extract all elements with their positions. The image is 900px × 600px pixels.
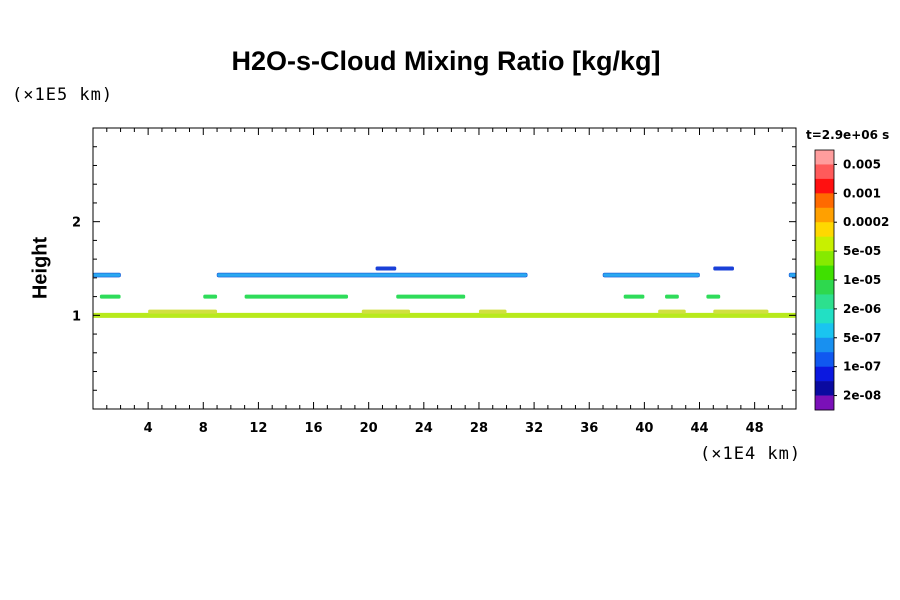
cloud-field xyxy=(92,266,797,318)
y-axis-unit: (×1E5 km) xyxy=(12,85,114,105)
colorbar-swatch xyxy=(815,337,834,353)
colorbar-swatch xyxy=(815,294,834,310)
x-tick-label: 24 xyxy=(415,421,433,436)
x-tick-label: 16 xyxy=(305,421,323,436)
colorbar-swatch xyxy=(815,352,834,367)
colorbar-label: 5e-07 xyxy=(843,331,881,345)
colorbar-swatch xyxy=(815,251,834,266)
x-axis-unit: (×1E4 km) xyxy=(700,444,802,464)
colorbar-label: 0.0002 xyxy=(843,215,889,229)
colorbar-swatch xyxy=(815,150,834,165)
cloud-band-2-3 xyxy=(396,294,466,299)
x-tick-label: 32 xyxy=(525,421,543,436)
x-tick-label: 36 xyxy=(580,421,598,436)
x-tick-label: 4 xyxy=(144,421,153,436)
cloud-band-1-1 xyxy=(361,309,411,314)
colorbar-swatch xyxy=(815,222,834,237)
colorbar-label: 1e-05 xyxy=(843,273,881,287)
colorbar-label: 5e-05 xyxy=(843,244,881,258)
colorbar-swatch xyxy=(815,164,834,180)
cloud-band-2-2 xyxy=(244,294,349,299)
colorbar-label: 1e-07 xyxy=(843,360,881,374)
colorbar-swatch xyxy=(815,178,834,194)
cloud-band-2-5 xyxy=(665,294,679,299)
cloud-band-4-0 xyxy=(375,266,397,271)
x-tick-label: 8 xyxy=(199,421,208,436)
cloud-band-2-0 xyxy=(99,294,121,299)
colorbar-swatch xyxy=(815,381,834,396)
colorbar-label: 0.005 xyxy=(843,157,881,171)
x-tick-label: 40 xyxy=(635,421,653,436)
colorbar-swatch xyxy=(815,323,834,339)
cloud-band-1-3 xyxy=(658,309,686,314)
colorbar-swatch xyxy=(815,395,834,411)
colorbar-swatch xyxy=(815,236,834,252)
y-tick-label: 1 xyxy=(72,309,81,324)
colorbar-label: 0.001 xyxy=(843,186,881,200)
colorbar-label: 2e-08 xyxy=(843,389,881,403)
colorbar: 0.005 0.001 0.0002 5e-05 1e-05 2e-06 5e-07 1e-0… xyxy=(814,149,889,411)
x-tick-label: 20 xyxy=(360,421,378,436)
x-tick-label: 48 xyxy=(746,421,764,436)
x-tick-label: 12 xyxy=(249,421,267,436)
y-tick-label: 2 xyxy=(72,216,81,231)
colorbar-swatch xyxy=(815,308,834,324)
cloud-band-3-3 xyxy=(788,272,797,278)
colorbar-swatch xyxy=(815,207,834,223)
colorbar-label: 2e-06 xyxy=(843,302,881,316)
cloud-band-1-0 xyxy=(148,309,218,314)
time-label: t=2.9e+06 s xyxy=(806,128,890,142)
cloud-band-3-2 xyxy=(602,272,700,278)
colorbar-swatch xyxy=(815,366,834,382)
colorbar-swatch xyxy=(815,265,834,281)
chart-title: H2O-s-Cloud Mixing Ratio [kg/kg] xyxy=(231,46,661,76)
colorbar-swatch xyxy=(815,193,834,209)
cloud-band-3-1 xyxy=(216,272,528,278)
cloud-band-2-4 xyxy=(623,294,645,299)
x-tick-label: 28 xyxy=(470,421,488,436)
cloud-band-2-1 xyxy=(203,294,218,299)
cloud-band-4-1 xyxy=(713,266,734,271)
cloud-band-3-0 xyxy=(92,272,121,278)
plot-frame xyxy=(92,127,797,410)
colorbar-swatch xyxy=(815,280,834,295)
x-tick-label: 44 xyxy=(690,421,708,436)
cloud-band-1-4 xyxy=(713,309,769,314)
cloud-band-0-0 xyxy=(93,312,796,318)
cloud-band-2-6 xyxy=(706,294,721,299)
cloud-band-1-2 xyxy=(478,309,507,314)
